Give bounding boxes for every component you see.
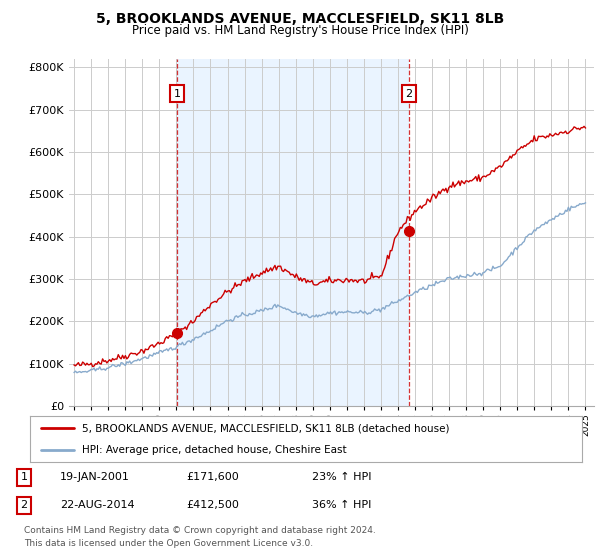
Text: 1: 1	[174, 88, 181, 99]
Text: Price paid vs. HM Land Registry's House Price Index (HPI): Price paid vs. HM Land Registry's House …	[131, 24, 469, 36]
Text: 2: 2	[406, 88, 412, 99]
Text: HPI: Average price, detached house, Cheshire East: HPI: Average price, detached house, Ches…	[82, 445, 347, 455]
Text: £412,500: £412,500	[186, 500, 239, 510]
Text: 19-JAN-2001: 19-JAN-2001	[60, 472, 130, 482]
Text: 22-AUG-2014: 22-AUG-2014	[60, 500, 134, 510]
Text: 23% ↑ HPI: 23% ↑ HPI	[312, 472, 371, 482]
Text: £171,600: £171,600	[186, 472, 239, 482]
Bar	[177, 59, 409, 406]
Text: Contains HM Land Registry data © Crown copyright and database right 2024.
This d: Contains HM Land Registry data © Crown c…	[24, 526, 376, 548]
Text: 1: 1	[20, 472, 28, 482]
Text: 2: 2	[20, 500, 28, 510]
Text: 5, BROOKLANDS AVENUE, MACCLESFIELD, SK11 8LB: 5, BROOKLANDS AVENUE, MACCLESFIELD, SK11…	[96, 12, 504, 26]
Text: 5, BROOKLANDS AVENUE, MACCLESFIELD, SK11 8LB (detached house): 5, BROOKLANDS AVENUE, MACCLESFIELD, SK11…	[82, 423, 450, 433]
Text: 36% ↑ HPI: 36% ↑ HPI	[312, 500, 371, 510]
